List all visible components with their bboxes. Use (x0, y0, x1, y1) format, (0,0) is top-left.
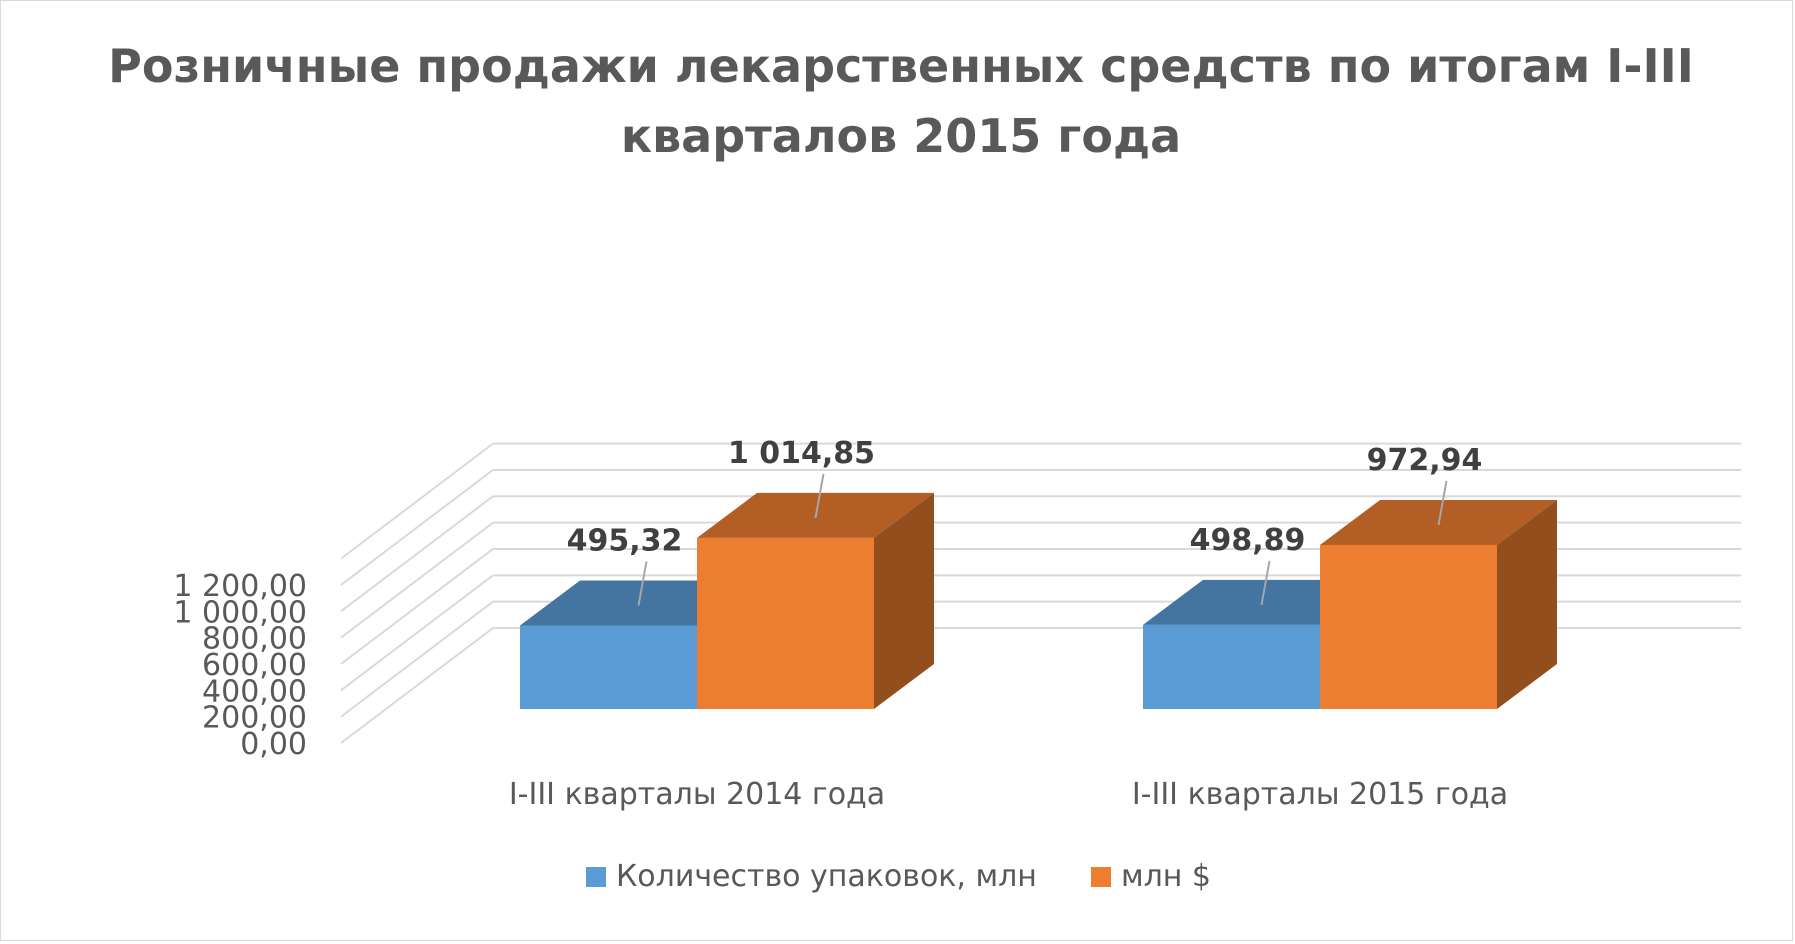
legend-swatch-usd (1090, 866, 1111, 887)
legend-item-packages: Количество упаковок, млн (586, 859, 1037, 894)
legend-swatch-packages (586, 866, 606, 887)
y-tick-label: 0,00 (240, 727, 307, 762)
x-category-label: I-III кварталы 2014 года (509, 777, 885, 812)
y-tick-label: 600,00 (202, 648, 307, 683)
chart-title: Розничные продажи лекарственных средств … (108, 39, 1694, 163)
gridline-side (340, 574, 494, 692)
data-label-leader (1260, 560, 1271, 606)
legend-label-packages: Количество упаковок, млн (616, 859, 1037, 894)
y-tick-label: 200,00 (202, 701, 307, 736)
bar-front-packages (520, 625, 697, 709)
data-label: 495,32 (567, 524, 683, 559)
y-tick-label: 400,00 (202, 674, 307, 709)
data-label: 498,89 (1190, 523, 1306, 558)
gridline-side (340, 521, 494, 639)
data-label: 1 014,85 (728, 436, 875, 471)
gridline-side (340, 442, 494, 560)
gridline-side (340, 627, 494, 744)
data-label: 972,94 (1367, 443, 1483, 478)
bar-side-usd (1497, 499, 1557, 709)
x-category-label: I-III кварталы 2015 года (1132, 777, 1508, 812)
legend-item-usd: млн $ (1090, 859, 1211, 894)
gridline-side (340, 600, 494, 718)
y-tick-label: 800,00 (202, 622, 307, 657)
data-label-leader (1437, 480, 1448, 526)
y-tick-label: 1 200,00 (173, 569, 307, 604)
data-label-leader (637, 561, 648, 606)
bar-front-packages (1143, 624, 1320, 709)
chart-legend: Количество упаковок, млн млн $ (1, 859, 1795, 894)
bar-side-usd (874, 492, 934, 709)
gridline-side (340, 548, 494, 665)
y-tick-label: 1 000,00 (173, 595, 307, 630)
legend-label-usd: млн $ (1120, 859, 1211, 894)
bar-front-usd (1320, 544, 1497, 709)
gridline-side (340, 495, 494, 613)
gridline-side (340, 469, 494, 586)
data-label-leader (814, 473, 825, 519)
bar-front-usd (697, 537, 874, 709)
